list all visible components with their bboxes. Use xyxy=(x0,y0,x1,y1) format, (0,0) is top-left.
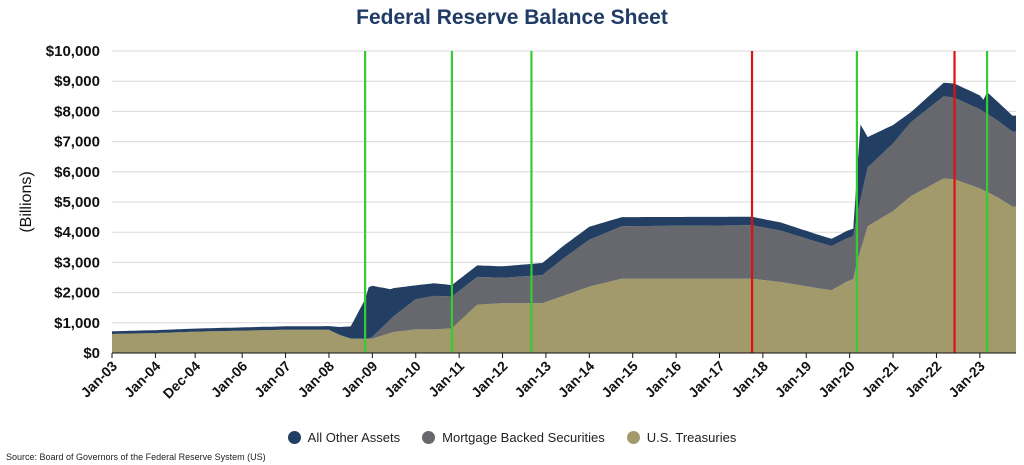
x-tick-label: Jan-11 xyxy=(425,358,467,400)
x-tick-label: Jan-20 xyxy=(815,358,858,401)
legend-swatch xyxy=(287,431,301,444)
legend-label: Mortgage Backed Securities xyxy=(442,430,605,445)
chart-title: Federal Reserve Balance Sheet xyxy=(356,6,668,29)
x-tick-label: Jan-19 xyxy=(772,358,815,401)
legend: All Other Assets Mortgage Backed Securiti… xyxy=(0,430,1024,445)
area-series xyxy=(112,82,1016,353)
x-tick-label: Jan-08 xyxy=(294,358,337,401)
legend-label: U.S. Treasuries xyxy=(646,430,737,445)
y-tick-label: $0 xyxy=(83,345,100,362)
y-tick-label: $6,000 xyxy=(54,164,100,181)
x-tick-label: Dec-04 xyxy=(160,358,204,402)
y-axis: $0 $1,000 $2,000 $3,000 $4,000 $5,000 $6,000 $7… xyxy=(46,43,100,362)
source-note: Source: Board of Governors of the Federa… xyxy=(6,452,266,462)
y-tick-label: $8,000 xyxy=(54,103,100,120)
y-tick-label: $3,000 xyxy=(54,254,100,271)
area-all-other-assets xyxy=(112,82,1016,339)
legend-swatch xyxy=(626,431,640,444)
x-tick-label: Jan-09 xyxy=(338,358,381,401)
legend-swatch xyxy=(422,431,436,444)
x-tick-label: Jan-16 xyxy=(642,358,685,401)
x-tick-label: Jan-06 xyxy=(208,358,251,401)
y-tick-label: $10,000 xyxy=(46,43,100,60)
legend-label: All Other Assets xyxy=(307,430,401,445)
y-tick-label: $9,000 xyxy=(54,73,100,90)
x-tick-label: Jan-17 xyxy=(685,358,728,401)
y-tick-label: $7,000 xyxy=(54,134,100,151)
x-tick-label: Jan-12 xyxy=(468,358,511,401)
y-axis-title: (Billions) xyxy=(18,171,35,232)
legend-item: U.S. Treasuries xyxy=(626,430,737,445)
y-tick-label: $4,000 xyxy=(54,224,100,241)
x-tick-label: Jan-13 xyxy=(511,358,554,401)
y-tick-label: $5,000 xyxy=(54,194,100,211)
y-tick-label: $2,000 xyxy=(54,285,100,302)
x-tick-label: Jan-04 xyxy=(121,358,164,401)
x-tick-label: Jan-03 xyxy=(77,358,120,401)
x-tick-label: Jan-23 xyxy=(945,358,988,401)
area-u-s-treasuries xyxy=(112,178,1016,353)
y-tick-label: $1,000 xyxy=(54,315,100,332)
x-tick-label: Jan-18 xyxy=(728,358,771,401)
x-tick-label: Jan-15 xyxy=(598,358,641,401)
legend-item: All Other Assets xyxy=(287,430,401,445)
area-mortgage-backed-securities xyxy=(112,96,1016,339)
legend-item: Mortgage Backed Securities xyxy=(422,430,605,445)
x-tick-label: Jan-10 xyxy=(381,358,424,401)
x-tick-label: Jan-21 xyxy=(859,358,902,401)
x-tick-label: Jan-22 xyxy=(902,358,945,401)
vertical-markers xyxy=(364,51,989,353)
x-tick-label: Jan-14 xyxy=(555,358,598,401)
chart-plot: $0 $1,000 $2,000 $3,000 $4,000 $5,000 $6,000 $7… xyxy=(18,43,1016,402)
x-tick-label: Jan-07 xyxy=(251,358,294,401)
